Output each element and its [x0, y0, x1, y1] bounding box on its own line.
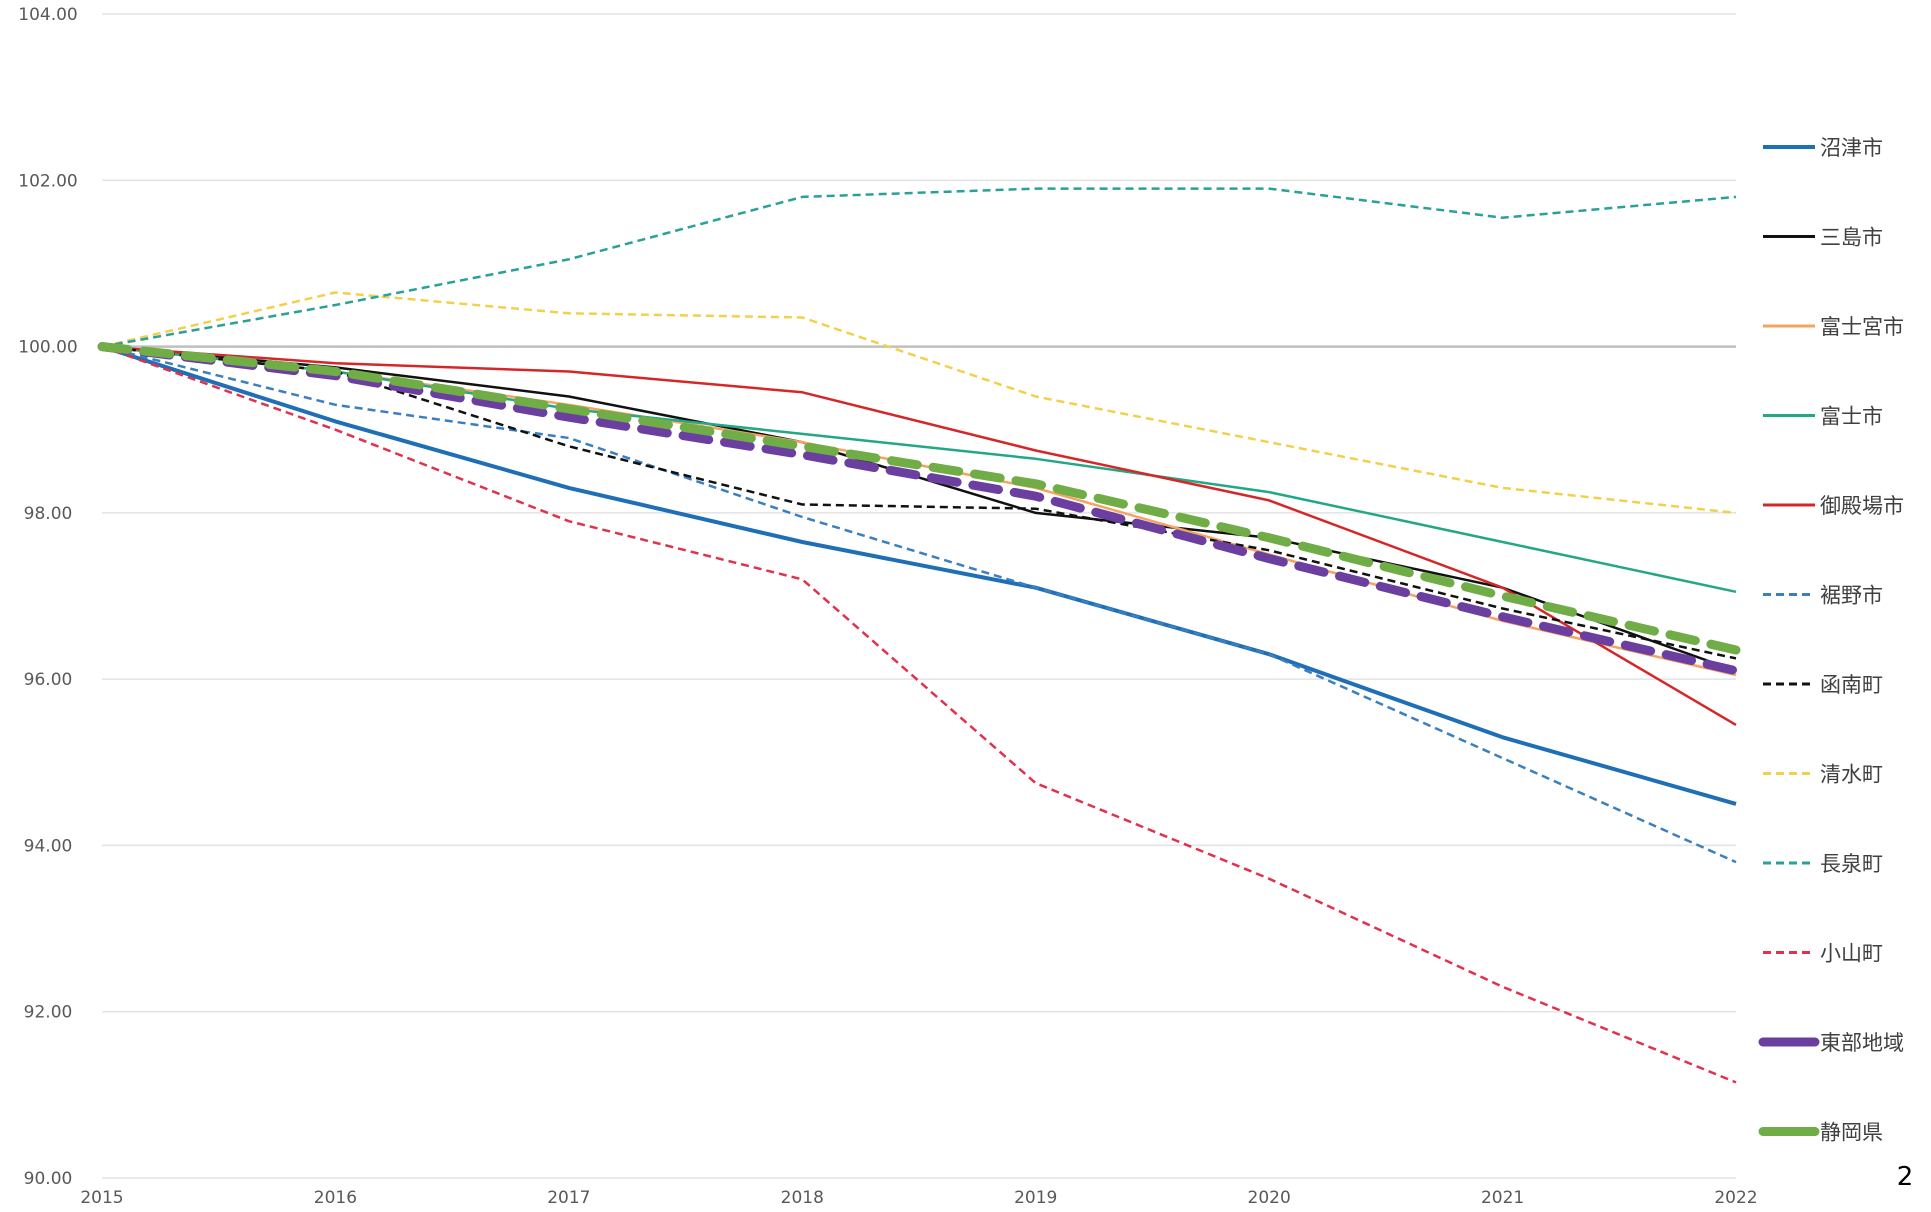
- legend-label: 小山町: [1820, 942, 1883, 966]
- x-tick-label: 2021: [1481, 1188, 1524, 1208]
- legend-label: 函南町: [1820, 673, 1883, 697]
- x-tick-label: 2022: [1714, 1188, 1757, 1208]
- x-tick-label: 2019: [1014, 1188, 1057, 1208]
- legend-item: 清水町: [1763, 763, 1883, 787]
- series-line-2: [101, 345, 1737, 672]
- legend-item: 御殿場市: [1763, 494, 1904, 518]
- series-line-9: [101, 187, 1737, 348]
- y-tick-label: 100.00: [18, 338, 77, 358]
- y-tick-label: 94.00: [24, 836, 73, 856]
- series-line-5: [101, 345, 1737, 726]
- legend-item: 長泉町: [1763, 852, 1883, 876]
- y-tick-label: 104.00: [18, 5, 77, 25]
- series-line-3: [101, 345, 1737, 677]
- series-line-6: [101, 345, 1737, 864]
- legend-item: 富士宮市: [1763, 315, 1904, 339]
- y-tick-label: 96.00: [24, 670, 73, 690]
- series-line-11: [97, 342, 1741, 676]
- legend-label: 東部地域: [1820, 1031, 1904, 1055]
- y-tick-label: 98.00: [24, 504, 73, 524]
- series-line-4: [101, 345, 1737, 594]
- x-tick-label: 2020: [1248, 1188, 1291, 1208]
- legend-item: 静岡県: [1758, 1121, 1883, 1145]
- series-line-10: [101, 345, 1737, 1084]
- y-tick-label: 92.00: [24, 1003, 73, 1023]
- legend-label: 裾野市: [1820, 584, 1883, 608]
- x-tick-label: 2017: [547, 1188, 590, 1208]
- x-tick-label: 2015: [80, 1188, 123, 1208]
- y-tick-label: 102.00: [18, 171, 77, 191]
- x-tick-label: 2018: [781, 1188, 824, 1208]
- series-line-8: [101, 291, 1737, 515]
- legend-label: 富士市: [1820, 405, 1883, 429]
- grid: [102, 13, 1736, 1179]
- legend-label: 富士宮市: [1820, 315, 1904, 339]
- legend-label: 三島市: [1820, 226, 1883, 250]
- legend-label: 清水町: [1820, 763, 1883, 787]
- legend-label: 静岡県: [1820, 1121, 1883, 1145]
- legend-item: 富士市: [1763, 405, 1883, 429]
- legend-item: 沼津市: [1763, 136, 1883, 160]
- series-lines: [97, 187, 1741, 1084]
- legend-item: 小山町: [1763, 942, 1883, 966]
- y-tick-label: 90.00: [24, 1169, 73, 1189]
- series-line-12: [97, 342, 1741, 655]
- legend-item: 三島市: [1763, 226, 1883, 250]
- legend-label: 御殿場市: [1820, 494, 1904, 518]
- legend-label: 長泉町: [1820, 852, 1883, 876]
- axis-labels: 90.00 92.00 94.00 96.00 98.00 100.00 102.00 104…: [18, 5, 1757, 1208]
- legend-item: 函南町: [1763, 673, 1883, 697]
- legend-label: 沼津市: [1820, 136, 1883, 160]
- legend-item: 東部地域: [1758, 1031, 1904, 1055]
- legend-item: 裾野市: [1763, 584, 1883, 608]
- x-tick-label: 2016: [314, 1188, 357, 1208]
- page-number: 2: [1897, 1162, 1914, 1192]
- series-line-1: [101, 344, 1737, 806]
